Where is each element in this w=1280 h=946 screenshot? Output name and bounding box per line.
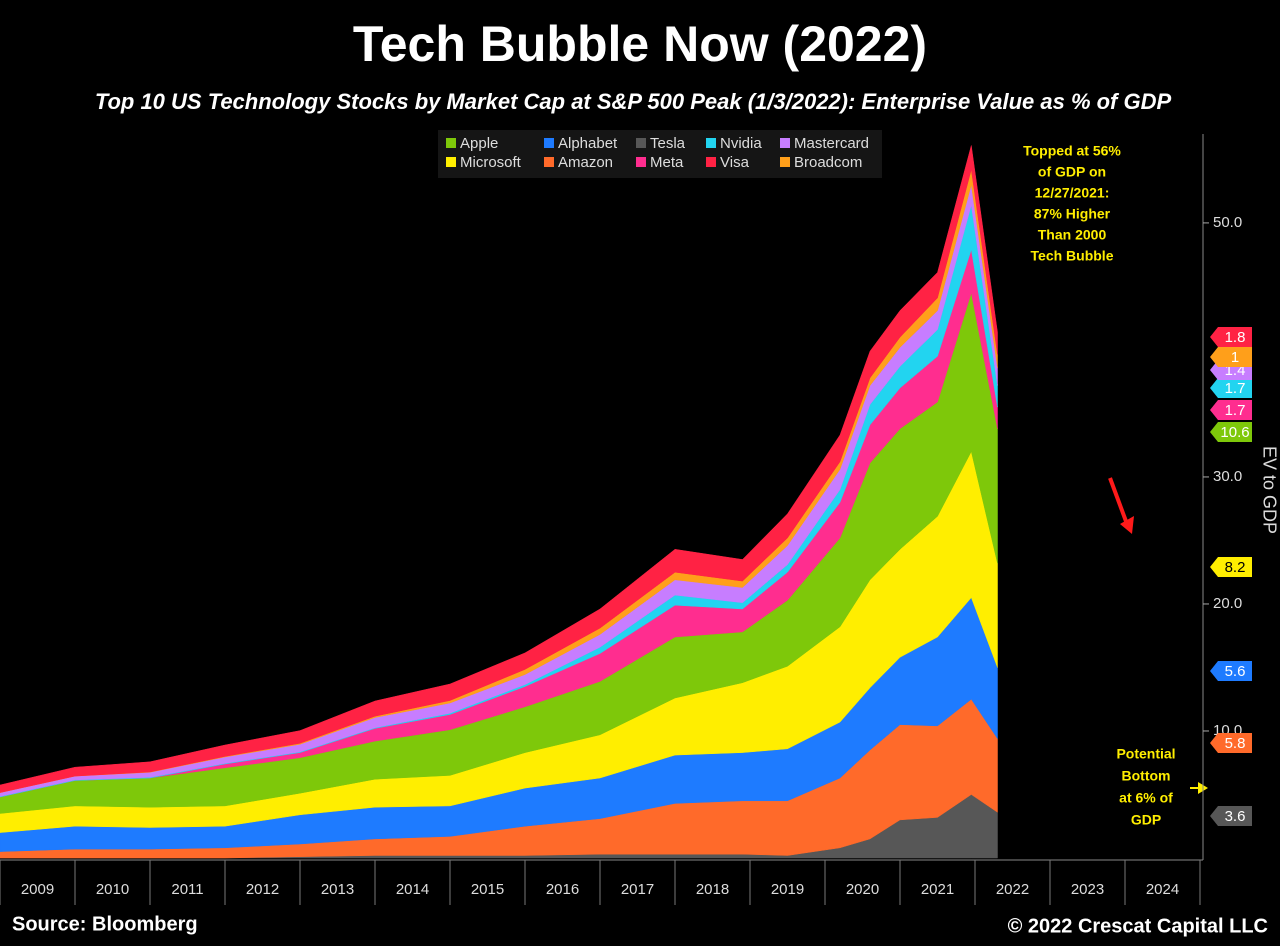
end-tag-label: 3.6 [1225, 808, 1246, 825]
source: Source: Bloomberg [12, 913, 198, 935]
annotation: Topped at 56% [1023, 143, 1121, 159]
end-tag [1210, 733, 1252, 753]
legend-swatch [780, 138, 790, 148]
y-tick-label: 50.0 [1213, 214, 1242, 231]
area [0, 145, 998, 793]
annotation: Than 2000 [1038, 227, 1107, 243]
legend-swatch [780, 157, 790, 167]
down-arrow [1108, 477, 1129, 525]
annotation: 12/27/2021: [1035, 185, 1110, 201]
end-tag-label: 8.2 [1225, 559, 1246, 576]
end-tag-label: 5.8 [1225, 735, 1246, 752]
legend-label: Meta [650, 154, 684, 171]
legend-swatch [544, 138, 554, 148]
chart-subtitle: Top 10 US Technology Stocks by Market Ca… [95, 89, 1172, 114]
legend-label: Tesla [650, 135, 686, 152]
legend-label: Mastercard [794, 135, 869, 152]
bottom-annotation: Bottom [1122, 768, 1171, 784]
legend-label: Amazon [558, 154, 613, 171]
legend-label: Microsoft [460, 154, 522, 171]
bottom-annotation: at 6% of [1119, 790, 1173, 806]
x-tick-label: 2020 [846, 881, 879, 898]
bottom-annotation: Potential [1116, 746, 1175, 762]
x-tick-label: 2009 [21, 881, 54, 898]
legend-label: Nvidia [720, 135, 762, 152]
end-tag-label: 1.7 [1225, 402, 1246, 419]
legend-swatch [706, 157, 716, 167]
end-tag-label: 1.8 [1225, 329, 1246, 346]
legend-swatch [636, 157, 646, 167]
legend-label: Broadcom [794, 154, 862, 171]
x-tick-label: 2021 [921, 881, 954, 898]
end-tag [1210, 347, 1252, 367]
end-tag [1210, 806, 1252, 826]
end-tag-label: 10.6 [1220, 424, 1249, 441]
annotation: 87% Higher [1034, 206, 1111, 222]
x-tick-label: 2024 [1146, 881, 1179, 898]
end-tag [1210, 422, 1252, 442]
legend-swatch [636, 138, 646, 148]
end-tag-label: 1 [1231, 349, 1239, 366]
end-tag [1210, 400, 1252, 420]
legend-swatch [544, 157, 554, 167]
x-tick-label: 2014 [396, 881, 429, 898]
x-tick-label: 2018 [696, 881, 729, 898]
x-tick-label: 2017 [621, 881, 654, 898]
legend-label: Visa [720, 154, 750, 171]
end-tag [1210, 327, 1252, 347]
down-arrow-head [1120, 516, 1134, 534]
legend-box [438, 130, 882, 178]
end-tag [1210, 557, 1252, 577]
x-tick-label: 2015 [471, 881, 504, 898]
x-tick-label: 2019 [771, 881, 804, 898]
chart-title: Tech Bubble Now (2022) [353, 16, 927, 72]
x-tick-label: 2011 [171, 881, 203, 898]
legend-label: Apple [460, 135, 498, 152]
x-tick-label: 2010 [96, 881, 129, 898]
y-tick-label: 20.0 [1213, 595, 1242, 612]
end-tag [1210, 378, 1252, 398]
x-tick-label: 2016 [546, 881, 579, 898]
legend-label: Alphabet [558, 135, 618, 152]
x-tick-label: 2012 [246, 881, 279, 898]
legend-swatch [706, 138, 716, 148]
annotation: of GDP on [1038, 164, 1106, 180]
y-axis-label: EV to GDP [1259, 446, 1279, 534]
x-tick-label: 2022 [996, 881, 1029, 898]
x-tick-label: 2023 [1071, 881, 1104, 898]
end-tag-label: 5.6 [1225, 663, 1246, 680]
annotation: Tech Bubble [1031, 248, 1114, 264]
copyright: © 2022 Crescat Capital LLC [1008, 915, 1268, 937]
end-tag [1210, 661, 1252, 681]
legend-swatch [446, 157, 456, 167]
y-tick-label: 30.0 [1213, 468, 1242, 485]
legend-swatch [446, 138, 456, 148]
bottom-annotation: GDP [1131, 812, 1161, 828]
end-tag-label: 1.7 [1225, 380, 1246, 397]
x-tick-label: 2013 [321, 881, 354, 898]
